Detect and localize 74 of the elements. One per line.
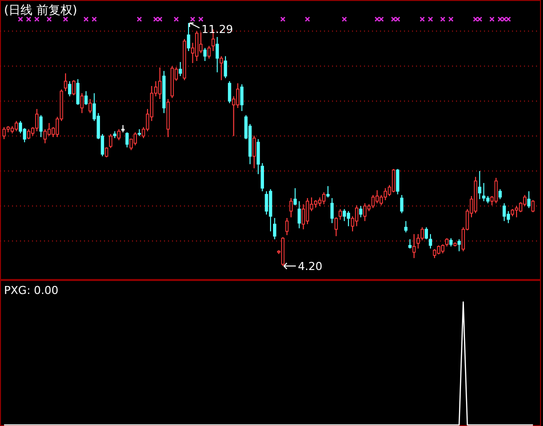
candlestick	[27, 128, 30, 140]
candlestick	[125, 132, 129, 148]
candlestick	[428, 234, 432, 249]
candlestick	[478, 170, 482, 200]
candlestick	[359, 205, 362, 218]
candlestick	[376, 190, 379, 204]
annotation: 11.29	[202, 22, 234, 36]
candlestick	[322, 192, 326, 205]
candlestick	[420, 226, 424, 241]
candlestick	[76, 78, 80, 106]
candlestick	[498, 188, 502, 200]
candlestick	[380, 194, 383, 206]
candlestick	[302, 204, 305, 230]
candlestick	[48, 122, 51, 136]
candlestick	[494, 177, 498, 204]
candlestick	[64, 72, 68, 92]
candlestick	[80, 92, 84, 114]
candlestick	[306, 198, 310, 225]
candlestick	[224, 56, 228, 79]
candlestick	[14, 120, 18, 132]
candlestick	[109, 134, 112, 149]
chart-title: (日线 前复权)	[4, 3, 78, 17]
candlestick	[117, 128, 120, 141]
candlestick	[39, 114, 43, 138]
candlestick	[400, 194, 404, 214]
annotation: 4.20	[298, 260, 322, 273]
candlestick	[392, 168, 396, 193]
candlestick	[408, 238, 412, 249]
candlestick	[363, 202, 366, 222]
candlestick	[396, 168, 400, 195]
candlestick	[195, 30, 198, 62]
chart-title: PXG: 0.00	[4, 284, 58, 297]
candlestick	[531, 200, 535, 213]
candlestick	[527, 190, 530, 209]
candlestick	[342, 208, 346, 222]
candlestick	[273, 217, 276, 240]
candlestick	[2, 126, 6, 140]
candlestick	[355, 204, 358, 227]
candlestick	[35, 108, 38, 132]
candlestick	[482, 182, 486, 202]
candlestick	[228, 80, 232, 104]
candlestick	[72, 80, 76, 96]
candlestick	[264, 190, 268, 216]
candlestick	[207, 45, 211, 60]
candlestick	[502, 202, 506, 222]
candlestick	[326, 186, 330, 198]
candlestick	[84, 90, 88, 106]
candlestick	[236, 82, 240, 108]
candlestick	[68, 80, 72, 97]
candlestick	[412, 234, 416, 259]
candlestick	[514, 205, 518, 218]
candlestick	[88, 98, 92, 114]
candlestick	[338, 208, 342, 220]
candlestick	[203, 47, 207, 62]
candlestick	[240, 84, 244, 112]
candlestick	[330, 198, 334, 224]
candlestick	[298, 200, 301, 229]
candlestick	[458, 238, 461, 252]
candlestick	[186, 22, 190, 52]
candlestick	[294, 188, 297, 206]
candlestick	[220, 56, 223, 81]
candlestick	[43, 128, 47, 144]
candlestick	[178, 62, 182, 77]
candlestick	[216, 36, 219, 73]
candlestick	[289, 198, 293, 218]
candlestick	[285, 217, 289, 236]
candlestick	[199, 32, 202, 54]
candlestick	[404, 220, 408, 233]
candlestick	[134, 132, 137, 146]
candlestick	[334, 216, 338, 237]
candlestick	[371, 194, 375, 209]
candlestick	[252, 135, 256, 169]
candlestick	[158, 67, 162, 100]
candlestick	[424, 226, 428, 240]
